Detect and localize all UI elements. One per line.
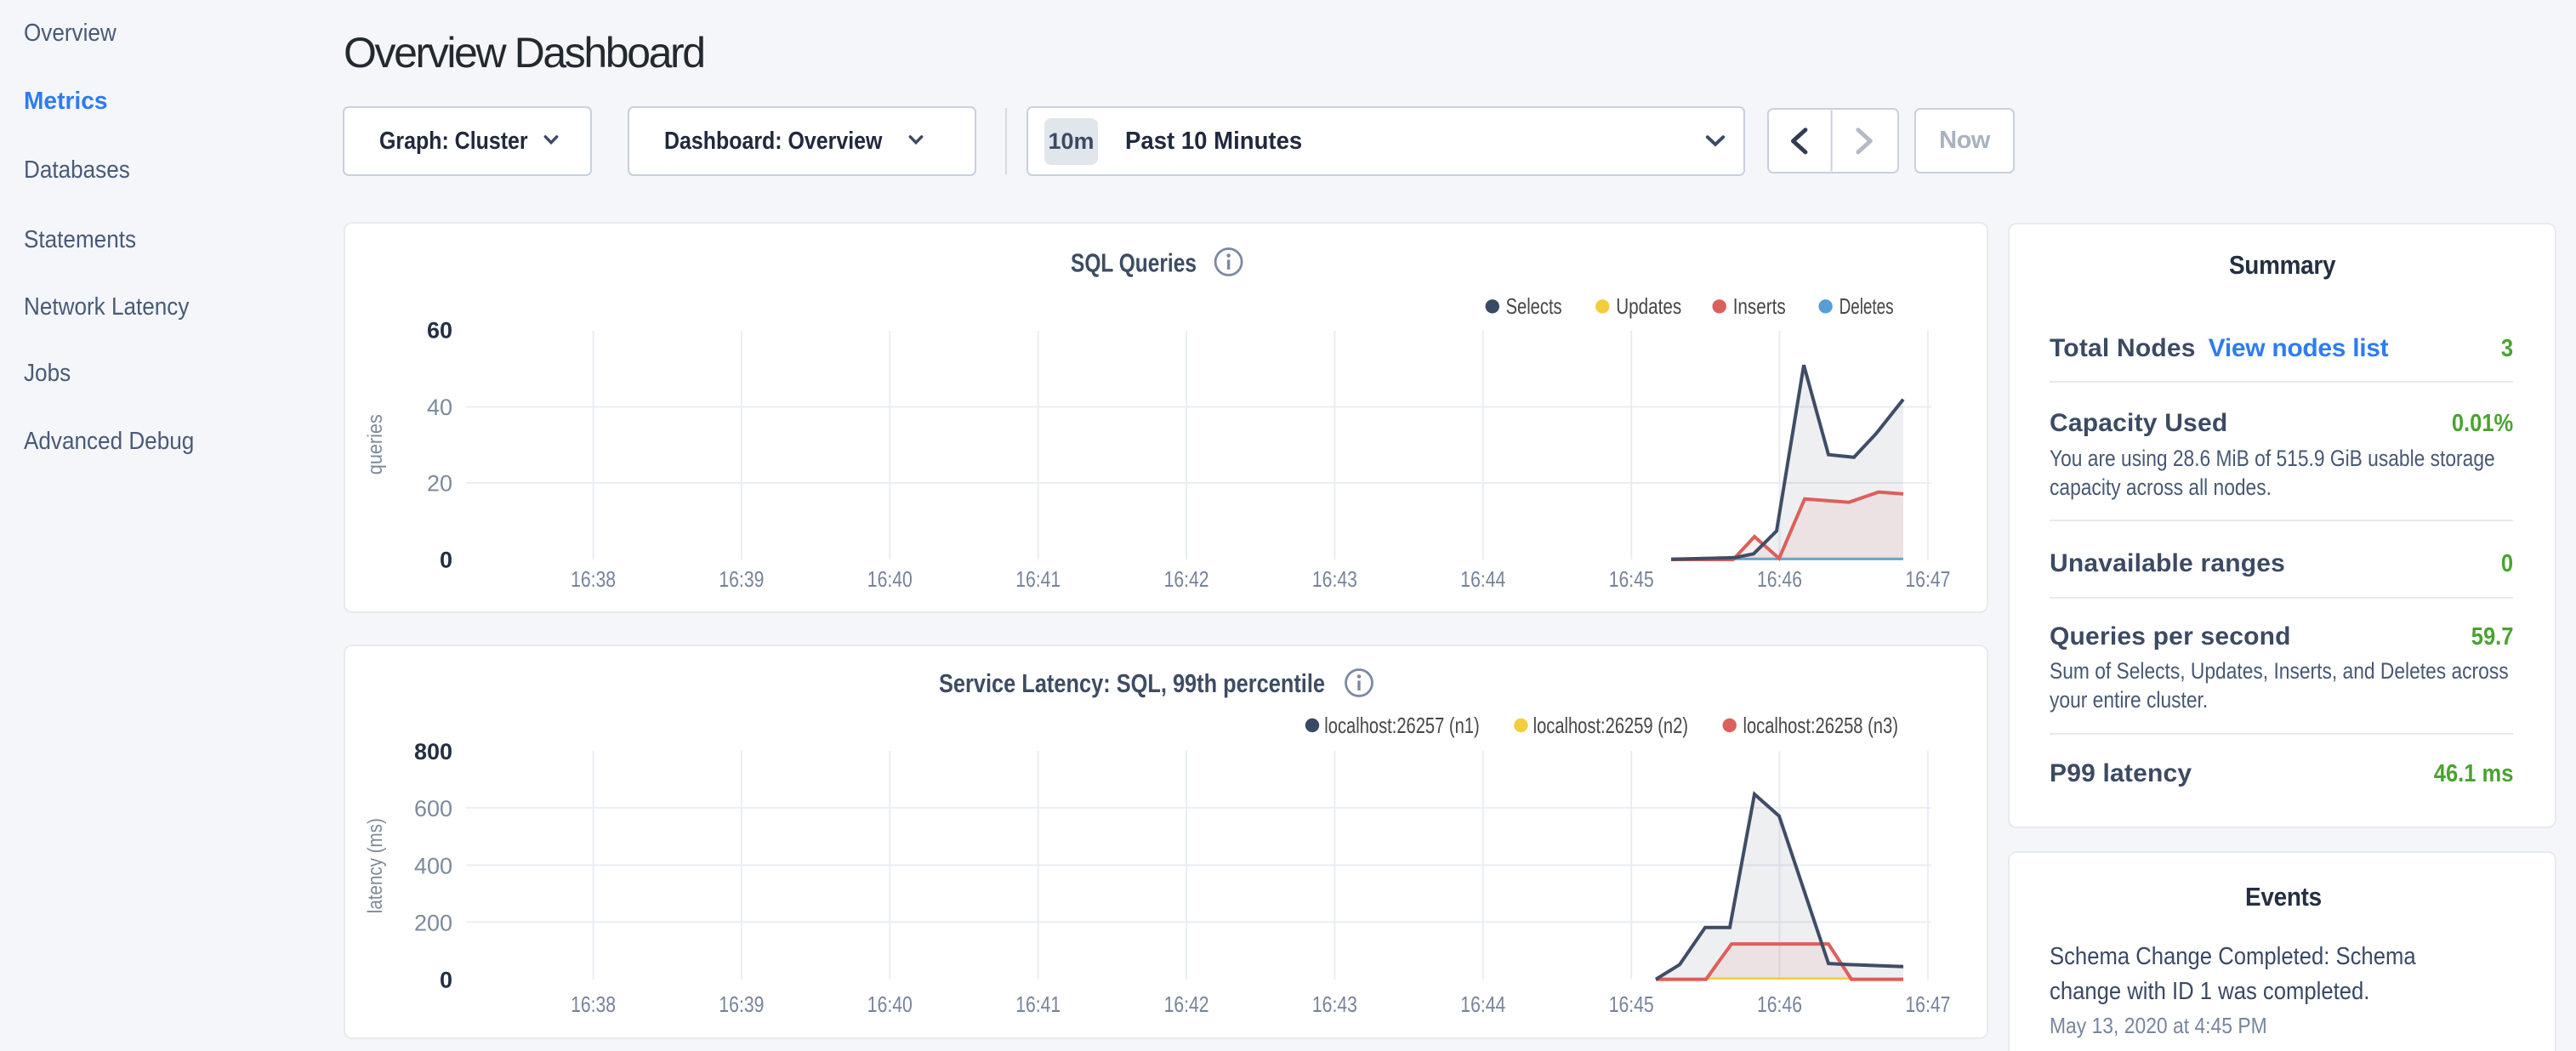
svg-text:16:42: 16:42 bbox=[1164, 991, 1209, 1017]
svg-text:16:42: 16:42 bbox=[1164, 566, 1209, 592]
svg-text:16:44: 16:44 bbox=[1460, 566, 1505, 592]
svg-text:0: 0 bbox=[440, 548, 452, 573]
svg-text:16:38: 16:38 bbox=[571, 566, 616, 592]
svg-text:Deletes: Deletes bbox=[1840, 293, 1894, 319]
svg-text:16:38: 16:38 bbox=[571, 991, 616, 1017]
svg-text:localhost:26259 (n2): localhost:26259 (n2) bbox=[1533, 713, 1688, 738]
svg-text:16:44: 16:44 bbox=[1460, 991, 1505, 1017]
svg-text:16:40: 16:40 bbox=[867, 991, 913, 1017]
svg-text:600: 600 bbox=[414, 796, 452, 821]
svg-text:16:45: 16:45 bbox=[1609, 991, 1654, 1017]
svg-text:Inserts: Inserts bbox=[1733, 293, 1786, 319]
svg-text:16:46: 16:46 bbox=[1757, 566, 1802, 592]
svg-text:16:39: 16:39 bbox=[719, 566, 764, 592]
svg-text:16:46: 16:46 bbox=[1757, 991, 1802, 1017]
svg-text:800: 800 bbox=[414, 739, 452, 764]
svg-text:16:45: 16:45 bbox=[1609, 566, 1654, 592]
svg-text:Updates: Updates bbox=[1616, 293, 1681, 319]
svg-text:latency (ms): latency (ms) bbox=[364, 818, 387, 913]
svg-text:16:47: 16:47 bbox=[1905, 566, 1950, 592]
svg-text:16:40: 16:40 bbox=[867, 566, 913, 592]
svg-text:16:43: 16:43 bbox=[1312, 566, 1357, 592]
svg-text:16:41: 16:41 bbox=[1015, 991, 1061, 1017]
svg-text:40: 40 bbox=[427, 395, 452, 420]
svg-text:Service Latency: SQL, 99th per: Service Latency: SQL, 99th percentile bbox=[939, 669, 1325, 698]
svg-text:Selects: Selects bbox=[1506, 293, 1562, 319]
svg-text:200: 200 bbox=[414, 910, 452, 935]
svg-text:20: 20 bbox=[427, 471, 452, 497]
svg-text:60: 60 bbox=[427, 317, 452, 343]
svg-text:16:43: 16:43 bbox=[1312, 991, 1357, 1017]
svg-text:16:41: 16:41 bbox=[1015, 566, 1061, 592]
svg-text:SQL Queries: SQL Queries bbox=[1071, 248, 1197, 277]
svg-text:localhost:26257 (n1): localhost:26257 (n1) bbox=[1324, 713, 1479, 738]
svg-text:localhost:26258 (n3): localhost:26258 (n3) bbox=[1743, 713, 1898, 738]
svg-text:400: 400 bbox=[414, 853, 452, 878]
svg-text:0: 0 bbox=[440, 968, 452, 993]
svg-text:16:47: 16:47 bbox=[1905, 991, 1950, 1017]
svg-text:16:39: 16:39 bbox=[719, 991, 764, 1017]
svg-text:queries: queries bbox=[364, 414, 387, 474]
